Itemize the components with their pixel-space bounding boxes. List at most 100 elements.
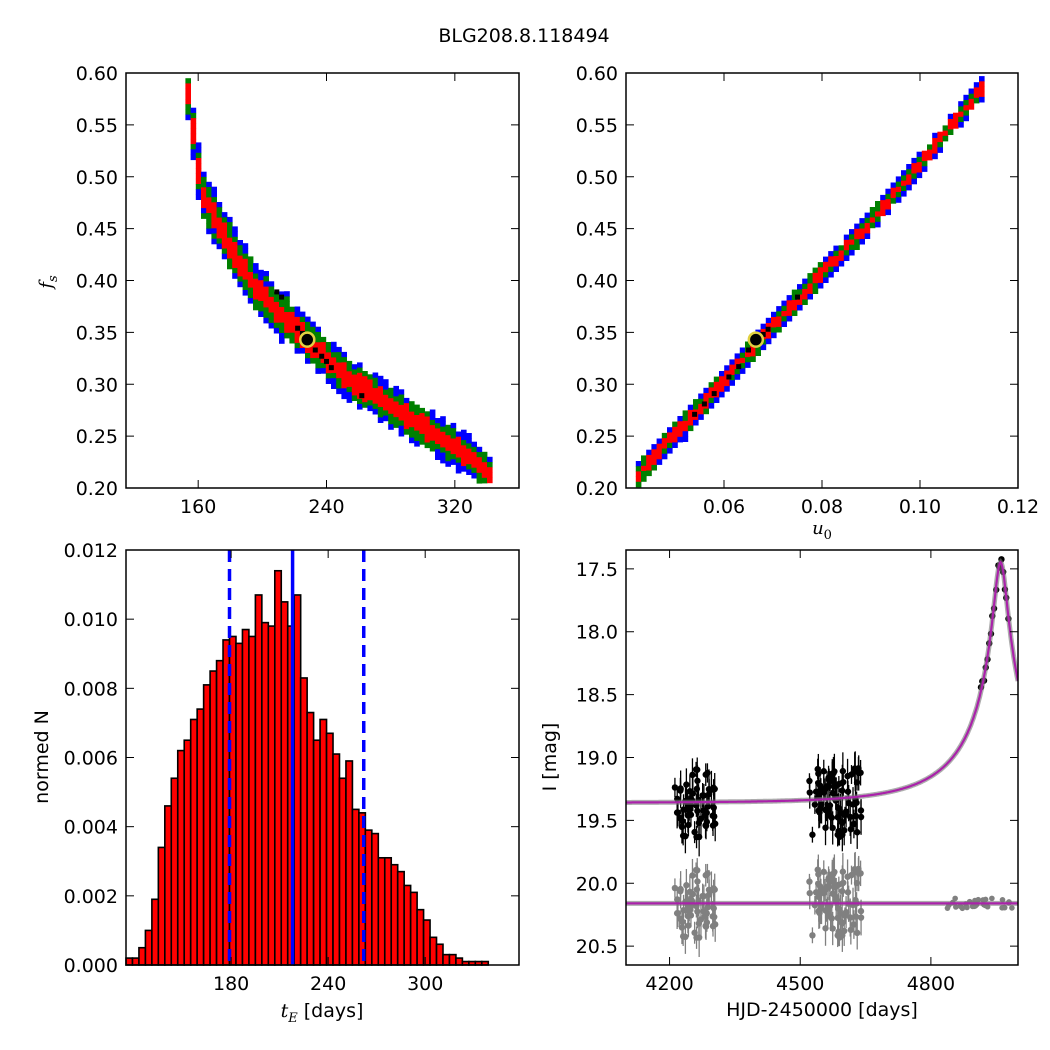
contour-cell — [346, 392, 353, 398]
data-point — [830, 790, 838, 798]
contour-cell — [325, 373, 332, 379]
contour-cell — [843, 239, 850, 246]
contour-cell — [201, 202, 207, 209]
contour-cell — [242, 258, 249, 265]
contour-cell — [734, 358, 741, 365]
mcmc-point — [324, 358, 330, 364]
contour-cell — [315, 326, 321, 333]
contour-cell — [325, 347, 332, 353]
contour-cell — [450, 422, 457, 429]
contour-cell — [310, 358, 316, 364]
contour-cell — [791, 300, 798, 306]
contour-cell — [440, 457, 446, 464]
contour-cell — [398, 420, 405, 427]
contour-cell — [409, 401, 415, 407]
contour-cell — [299, 311, 306, 318]
contour-cell — [263, 312, 269, 319]
contour-cell — [242, 284, 249, 291]
contour-cell — [661, 453, 668, 460]
histogram-bar — [280, 601, 289, 966]
ticks: 0.06 0.08 0.10 0.12 0.20 0.25 0.30 0.35 0.40 0.45… — [576, 63, 1039, 518]
contour-cell — [750, 351, 756, 357]
contour-cell — [719, 381, 725, 387]
contour-cell — [771, 311, 777, 318]
contour-cell — [232, 226, 238, 232]
contour-cell — [315, 347, 321, 354]
contour-cell — [211, 223, 217, 229]
contour-cell — [279, 312, 285, 318]
contour-cell — [890, 187, 897, 194]
contour-cell — [268, 291, 275, 298]
contour-cell — [258, 269, 264, 276]
histogram-bar — [299, 677, 308, 966]
contour-cell — [357, 388, 363, 394]
contour-cell — [937, 131, 943, 138]
contour-cell — [476, 457, 483, 463]
contour-cell — [336, 352, 342, 358]
contour-cell — [195, 163, 202, 169]
contour-cell — [273, 307, 280, 313]
contour-cell — [869, 212, 876, 218]
contour-cell — [195, 147, 202, 154]
contour-cell — [807, 278, 813, 284]
residual-point — [809, 932, 816, 939]
contour-cell — [953, 123, 959, 129]
contour-cell — [299, 348, 306, 354]
contour-cell — [786, 315, 793, 322]
contour-cell — [429, 435, 436, 442]
x-tick-label: 240 — [308, 496, 344, 518]
histogram-bar — [306, 711, 315, 966]
contour-cell — [471, 457, 477, 463]
contour-cell — [953, 112, 959, 119]
contour-cell — [320, 357, 327, 364]
data-point — [835, 780, 843, 788]
contour-cell — [341, 351, 347, 358]
histogram-bar — [131, 957, 140, 966]
x-tick-label: 4200 — [645, 973, 693, 995]
contour-cell — [185, 78, 191, 84]
contour-cell — [781, 305, 787, 312]
contour-cell — [838, 260, 845, 267]
contour-cell — [713, 387, 720, 393]
contour-cell — [466, 469, 472, 475]
contour-cell — [864, 233, 871, 239]
histogram-bar — [377, 856, 386, 966]
contour-cell — [927, 144, 933, 150]
contour-cell — [807, 293, 813, 300]
contour-cell — [843, 250, 850, 256]
y-tick-label: 0.000 — [64, 955, 118, 977]
histogram-bar — [416, 908, 425, 966]
contour-cell — [635, 466, 642, 472]
contour-cell — [916, 172, 923, 179]
histogram-bar — [396, 870, 405, 966]
contour-cell — [739, 363, 746, 369]
contour-cell — [760, 323, 767, 330]
contour-cell — [362, 397, 368, 403]
contour-cell — [895, 192, 902, 198]
contour-cell — [383, 379, 389, 385]
contour-cell — [812, 272, 819, 279]
contour-cell — [958, 111, 964, 118]
histogram-bar — [170, 777, 179, 966]
contour-cell — [289, 306, 295, 313]
contour-cell — [216, 238, 223, 244]
contour-cell — [755, 350, 761, 356]
contour-cell — [331, 373, 337, 379]
histogram-bar — [202, 684, 211, 966]
contour-cell — [937, 147, 943, 153]
residual-point — [689, 872, 696, 879]
contour-cell — [445, 440, 451, 446]
contour-cell — [713, 381, 720, 388]
contour-cell — [461, 429, 467, 436]
model-curves — [626, 558, 1018, 906]
contour-cell — [979, 76, 985, 82]
contour-cell — [331, 357, 337, 363]
contour-cell — [843, 234, 850, 241]
contour-cell — [476, 452, 483, 458]
contour-cell — [362, 376, 368, 382]
contour-cell — [760, 344, 767, 351]
y-tick-label: 0.50 — [76, 167, 118, 189]
contour-cell — [656, 448, 663, 455]
contour-cell — [253, 278, 259, 285]
contour-cell — [398, 425, 405, 432]
